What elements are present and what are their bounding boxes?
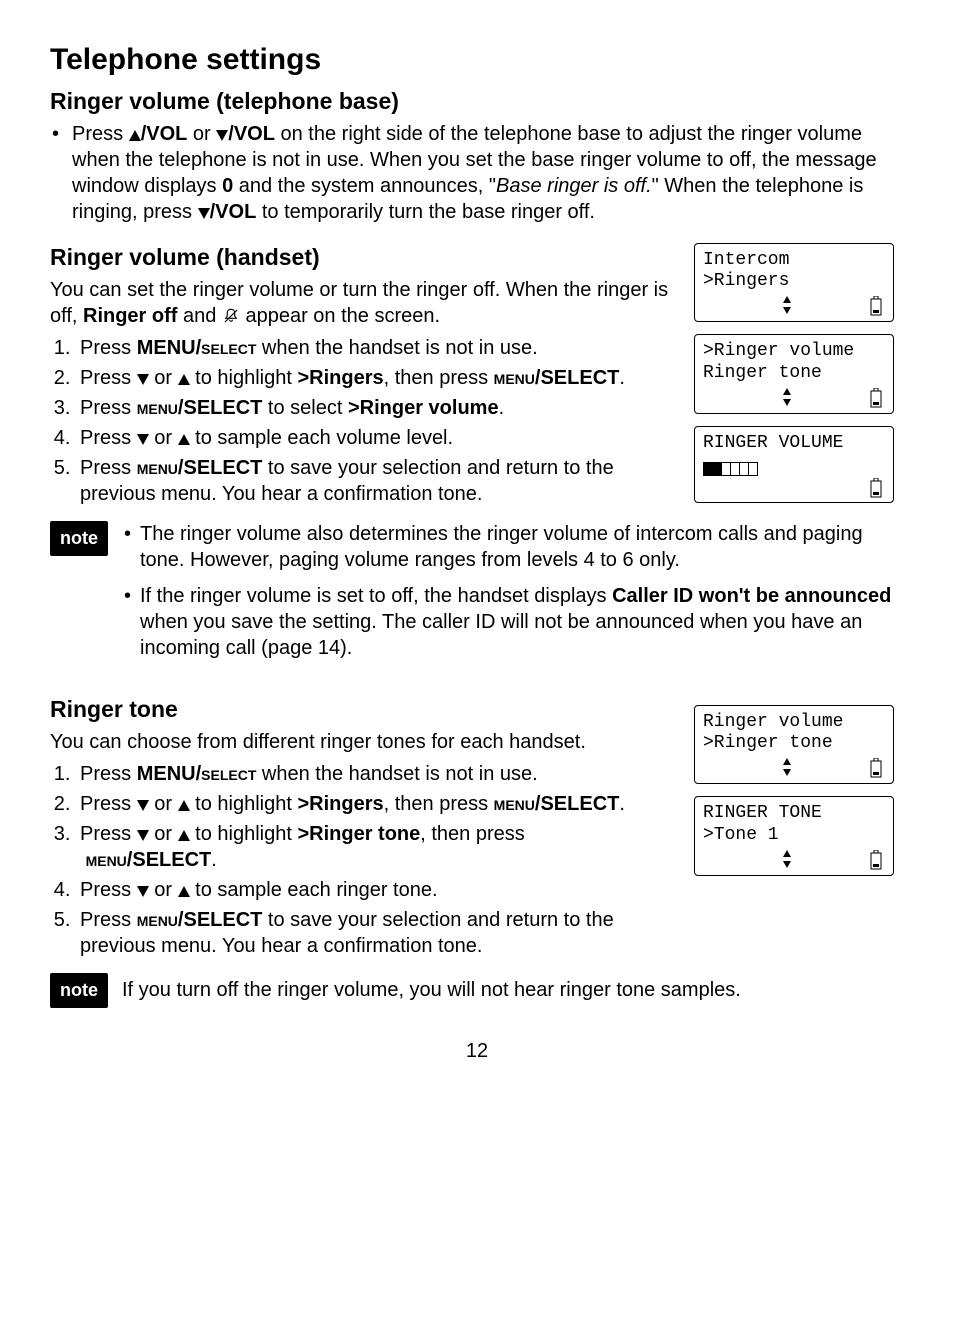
triangle-up-icon <box>178 800 190 811</box>
triangle-up-icon <box>178 374 190 385</box>
triangle-down-icon <box>137 800 149 811</box>
heading-base: Ringer volume (telephone base) <box>50 87 904 117</box>
lcd-screen-3: RINGER VOLUME <box>694 426 894 503</box>
tone-intro: You can choose from different ringer ton… <box>50 729 674 755</box>
battery-icon <box>869 388 883 408</box>
tone-step-5: Press menu/SELECT to save your selection… <box>76 907 674 959</box>
up-down-icon <box>783 757 791 779</box>
handset-step-5: Press menu/SELECT to save your selection… <box>76 455 674 507</box>
triangle-down-icon <box>137 886 149 897</box>
battery-icon <box>869 850 883 870</box>
up-down-icon <box>783 387 791 409</box>
up-down-icon <box>783 849 791 871</box>
battery-icon <box>869 478 883 498</box>
triangle-up-icon <box>178 434 190 445</box>
page-title: Telephone settings <box>50 40 904 79</box>
volume-bars <box>703 455 757 477</box>
handset-step-2: Press or to highlight >Ringers, then pre… <box>76 365 674 391</box>
battery-icon <box>869 296 883 316</box>
handset-intro: You can set the ringer volume or turn th… <box>50 277 674 329</box>
triangle-down-icon <box>137 434 149 445</box>
note1-item-1: The ringer volume also determines the ri… <box>140 521 904 573</box>
handset-step-1: Press MENU/select when the handset is no… <box>76 335 674 361</box>
section-base: Ringer volume (telephone base) Press /VO… <box>50 87 904 225</box>
lcd-screen-2: >Ringer volume Ringer tone <box>694 334 894 414</box>
tone-step-3: Press or to highlight >Ringer tone, then… <box>76 821 674 873</box>
triangle-down-icon <box>198 208 210 219</box>
section-handset-row: Ringer volume (handset) You can set the … <box>50 243 904 511</box>
section-tone-row: Ringer tone You can choose from differen… <box>50 695 904 963</box>
tone-step-4: Press or to sample each ringer tone. <box>76 877 674 903</box>
bell-off-icon <box>222 307 240 325</box>
note-badge: note <box>50 521 108 556</box>
lcd-screen-4: Ringer volume >Ringer tone <box>694 705 894 785</box>
triangle-up-icon <box>178 886 190 897</box>
tone-step-1: Press MENU/select when the handset is no… <box>76 761 674 787</box>
note-block-1: note The ringer volume also determines t… <box>50 521 904 671</box>
note2-text: If you turn off the ringer volume, you w… <box>122 977 904 1003</box>
triangle-down-icon <box>216 130 228 141</box>
triangle-up-icon <box>129 130 141 141</box>
heading-handset: Ringer volume (handset) <box>50 243 674 273</box>
lcd-screen-5: RINGER TONE >Tone 1 <box>694 796 894 876</box>
base-bullet: Press /VOL or /VOL on the right side of … <box>72 121 904 225</box>
triangle-down-icon <box>137 830 149 841</box>
handset-step-3: Press menu/SELECT to select >Ringer volu… <box>76 395 674 421</box>
page-number: 12 <box>50 1038 904 1064</box>
up-down-icon <box>783 295 791 317</box>
heading-tone: Ringer tone <box>50 695 674 725</box>
lcd-screen-1: Intercom >Ringers <box>694 243 894 323</box>
note1-item-2: If the ringer volume is set to off, the … <box>140 583 904 661</box>
battery-icon <box>869 758 883 778</box>
triangle-down-icon <box>137 374 149 385</box>
handset-step-4: Press or to sample each volume level. <box>76 425 674 451</box>
triangle-up-icon <box>178 830 190 841</box>
tone-step-2: Press or to highlight >Ringers, then pre… <box>76 791 674 817</box>
note-badge: note <box>50 973 108 1008</box>
note-block-2: note If you turn off the ringer volume, … <box>50 973 904 1008</box>
